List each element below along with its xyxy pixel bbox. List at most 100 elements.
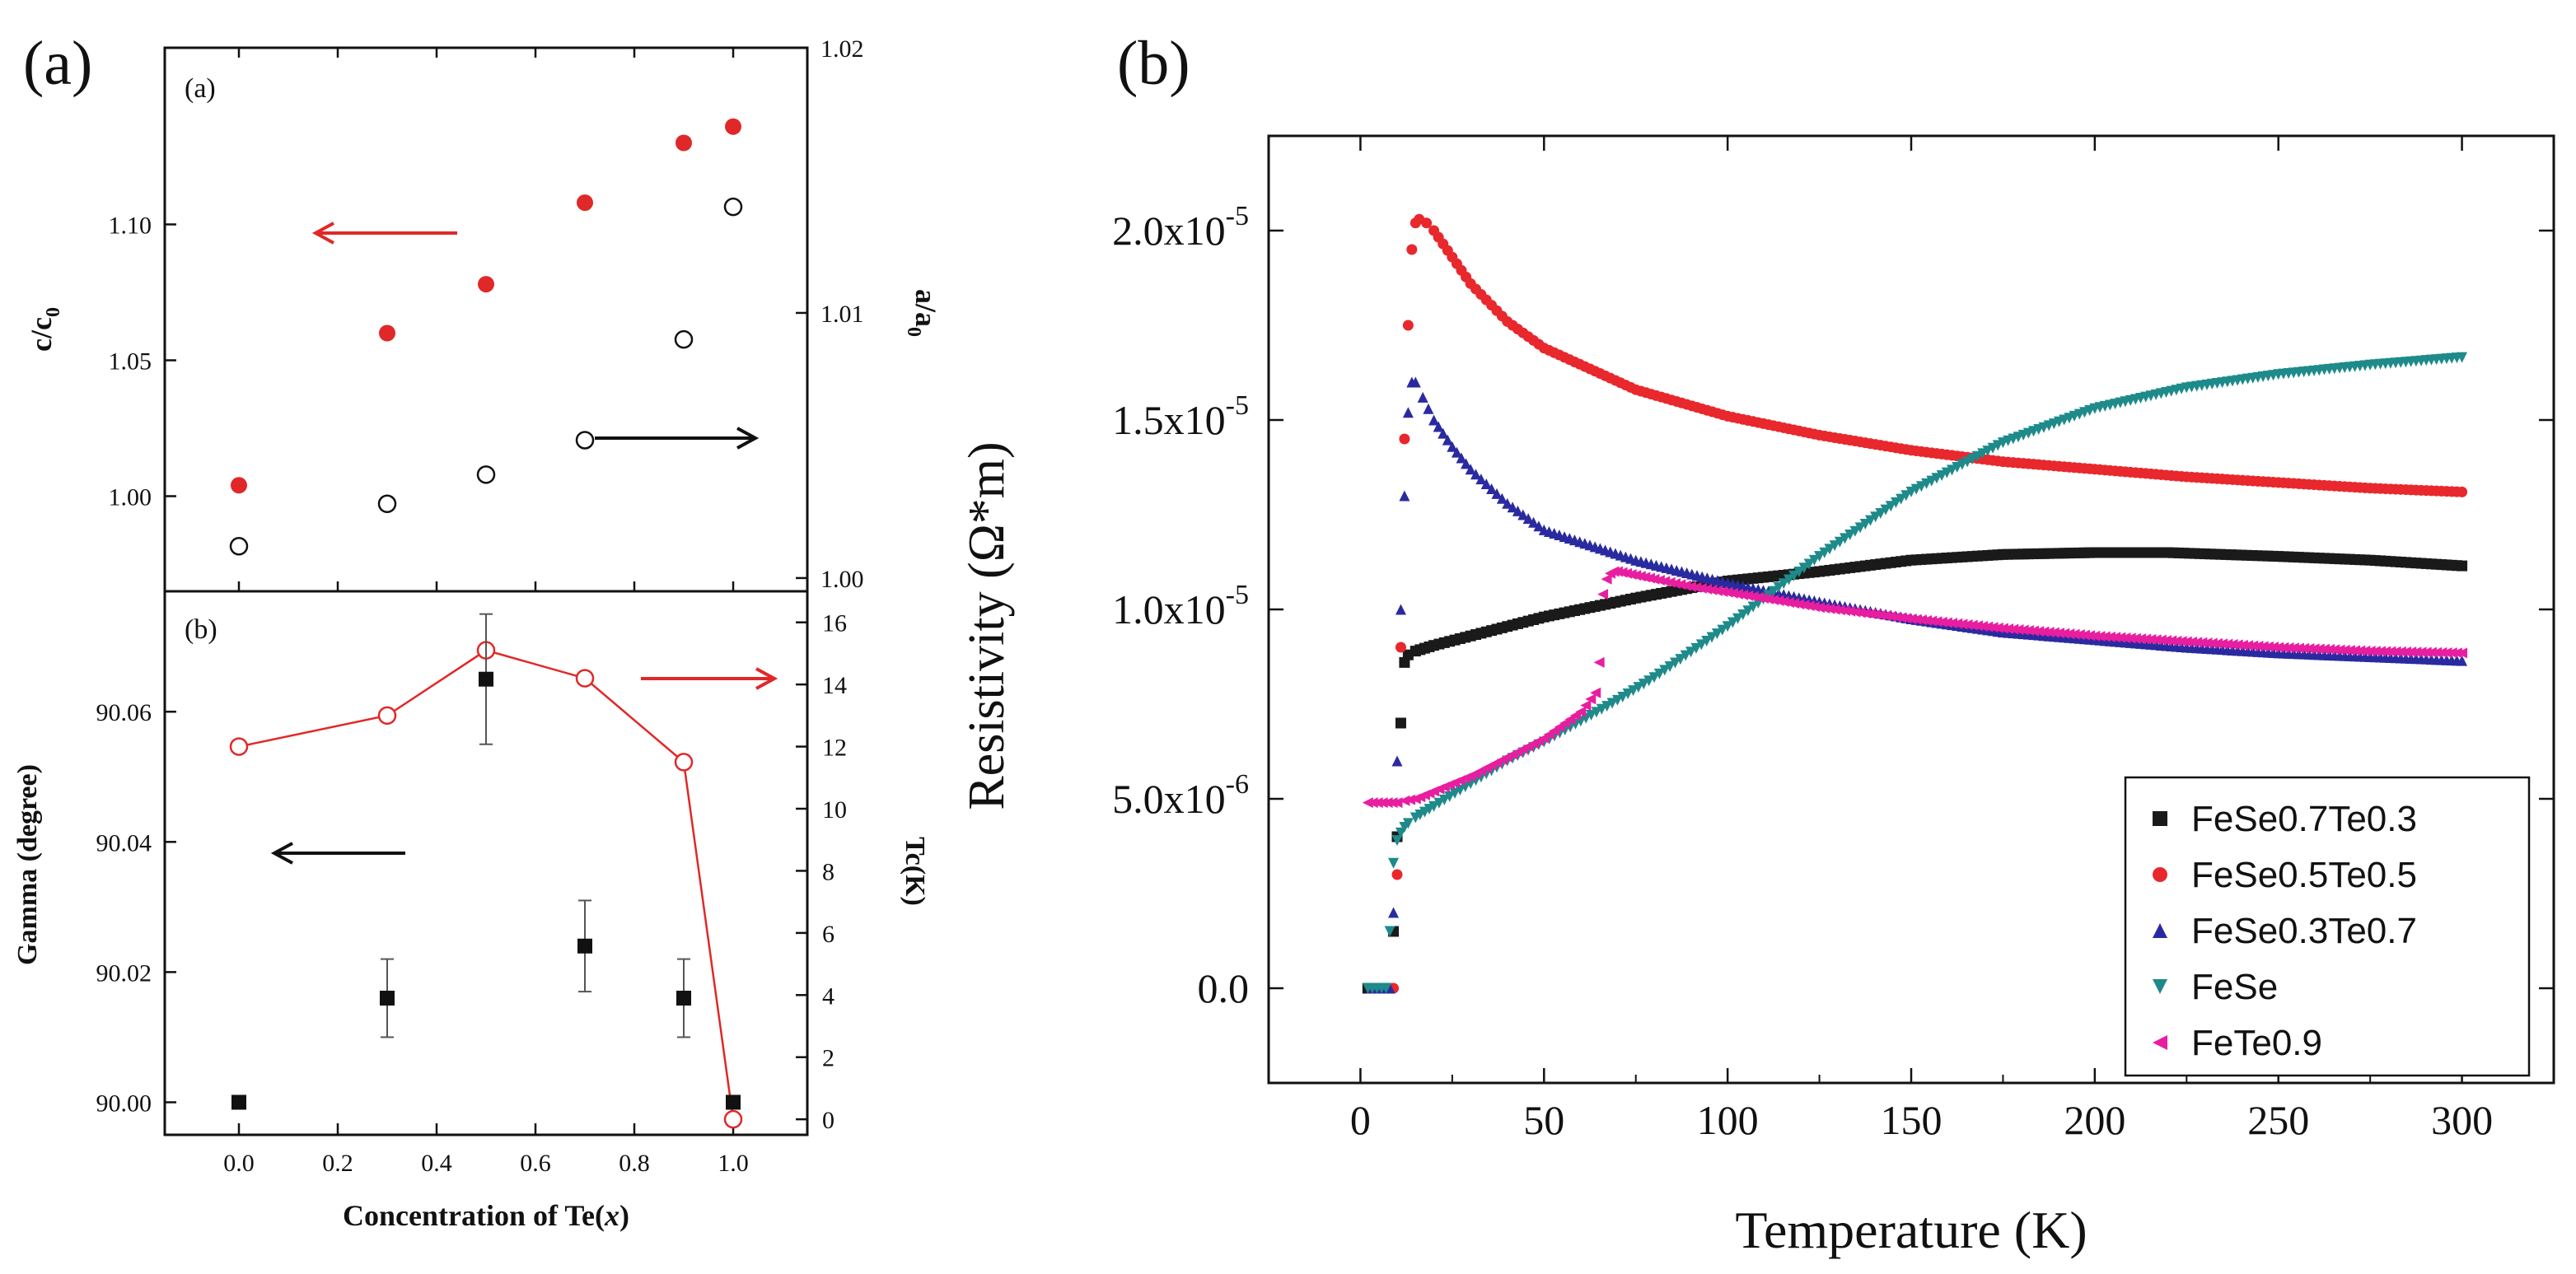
data-point-Tc [674,753,694,772]
data-point-c-c0 [478,276,494,293]
chart-top-left: (a) c/c0 a/a0 1.00 1.05 1.10 1.00 1.01 1.02 [25,35,942,593]
data-point-FeTe09 [2043,627,2055,638]
data-point-FeSe [1798,562,1810,574]
data-point-FeSe07Te03 [1395,717,1406,729]
data-point-Tc [229,737,249,756]
data-point-FeTe09 [1580,700,1592,712]
data-point-Tc [575,669,595,688]
legend-marker-FeSe03Te07 [2153,923,2167,938]
y-left-tick-label-bottom: 90.00 [96,1090,152,1117]
data-point-FeSe03Te07 [1533,520,1545,532]
y-left-tick-label-top: 1.10 [109,212,152,240]
data-point-FeSe [1824,544,1835,555]
data-point-a-a0 [674,329,694,349]
data-point-FeSe03Te07 [1512,505,1523,516]
data-point-FeTe09 [1399,795,1410,806]
data-point-FeSe [1659,665,1671,676]
data-point-Tc [377,706,397,726]
data-point-FeSe03Te07 [1491,488,1503,499]
legend-label: FeSe0.3Te0.7 [2191,911,2417,951]
data-point-FeTe09 [2283,642,2294,654]
data-point-FeTe09 [2064,628,2075,640]
data-point-FeTe09 [2186,636,2197,647]
data-point-FeTe09 [1910,614,1922,625]
data-point-FeSe [1633,682,1644,693]
data-point-FeTe09 [1405,794,1416,805]
plot-frame-bottom-left [163,590,809,1136]
data-point-FeSe03Te07 [1423,403,1434,414]
data-point-FeSe [1849,525,1861,537]
data-point-FeSe [1788,570,1800,581]
data-point-FeSe [1840,533,1851,544]
data-point-FeSe03Te07 [1402,407,1414,418]
data-point-FeTe09 [1840,605,1851,617]
data-point-FeSe [1701,635,1713,646]
data-point-FeTe09 [1834,604,1845,616]
data-point-FeTe09 [1961,619,1973,631]
data-point-FeTe09 [1722,586,1733,598]
arrow-to-left-axis-black [270,842,405,865]
data-point-FeSe [1690,642,1702,654]
data-point-a-a0 [723,197,743,217]
data-point-FeSe [1783,574,1794,586]
data-point-FeTe09 [2054,628,2065,639]
data-point-Gamma [676,991,691,1006]
data-point-FeSe [1854,522,1866,534]
data-point-FeSe [1444,791,1456,802]
data-point-Gamma [577,938,592,954]
data-point-FeSe03Te07 [1475,474,1487,485]
data-point-FeTe09 [2115,632,2126,643]
y-tick-label-right: 5.0x10-6 [1112,769,1249,822]
data-point-FeSe [1402,818,1414,829]
data-point-FeSe [1727,617,1738,628]
data-point-FeTe09 [2166,635,2177,646]
data-point-FeSe03Te07 [1461,458,1472,469]
data-point-FeTe09 [1732,588,1744,600]
data-point-FeTe09 [1616,567,1628,578]
data-point-FeTe09 [1844,605,1856,617]
data-point-FeTe09 [2171,635,2182,646]
y-tick-label-right: 2.0x10-5 [1112,201,1249,254]
data-point-FeSe [1773,581,1784,593]
data-point-FeTe09 [1900,613,1912,624]
data-point-FeSe [1834,536,1845,548]
data-point-FeTe09 [1659,576,1671,587]
x-tick-label-right: 150 [1881,1097,1943,1143]
data-point-FeTe09 [1808,601,1820,613]
y-left-tick-label-top: 1.05 [109,348,152,376]
data-point-FeTe09 [2099,631,2111,642]
data-point-FeTe09 [2084,630,2096,642]
y-left-tick-label-bottom: 90.02 [96,959,152,987]
data-point-FeSe [1844,530,1856,541]
data-point-FeSe05Te05 [1399,433,1410,445]
data-point-FeTe09 [1593,656,1605,668]
data-point-FeSe [1695,639,1707,651]
data-point-FeTe09 [2252,640,2264,651]
data-point-FeTe09 [1829,604,1840,615]
y-right-tick-label-bottom: 4 [822,982,835,1010]
data-point-FeSe [1611,694,1623,706]
data-point-FeTe09 [2145,633,2157,645]
legend-label: FeSe [2191,967,2278,1007]
y-right-tick-label-bottom: 10 [822,796,847,824]
data-point-FeSe03Te07 [1399,490,1410,502]
y-left-tick-label-top: 1.00 [109,484,152,511]
data-point-FeSe03Te07 [1470,469,1482,480]
data-point-FeTe09 [2227,639,2238,651]
data-point-c-c0 [577,194,593,212]
data-point-c-c0 [231,477,247,494]
data-point-FeTe09 [1727,587,1738,599]
data-point-FeTe09 [1585,693,1597,705]
data-point-a-a0 [377,494,397,514]
data-point-FeTe09 [2324,644,2335,656]
data-point-FeSe [1675,654,1686,665]
arrow-to-right-axis-black [595,427,760,450]
legend-label: FeSe0.5Te0.5 [2191,855,2417,895]
data-point-FeSe [1591,707,1602,718]
data-point-FeSe [1829,540,1840,552]
data-point-FeSe [1768,586,1779,597]
data-point-FeTe09 [1757,592,1769,604]
data-point-a-a0 [229,537,249,556]
y-tick-label-right: 1.0x10-5 [1112,580,1249,632]
y-right-tick-label-top: 1.00 [820,566,864,593]
